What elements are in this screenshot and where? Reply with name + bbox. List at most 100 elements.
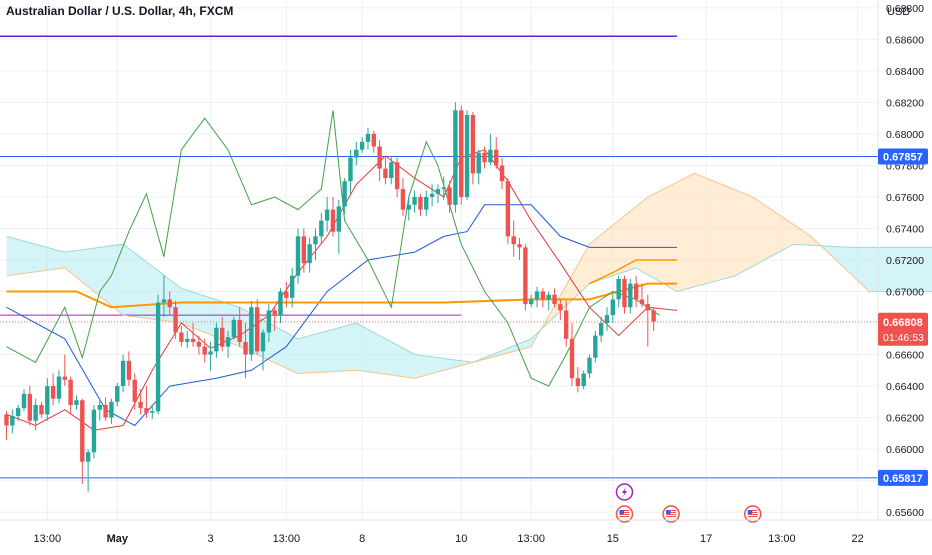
candle-body bbox=[191, 339, 195, 342]
candle-body bbox=[599, 323, 603, 336]
candle-body bbox=[226, 337, 230, 346]
candle-body bbox=[109, 402, 113, 418]
x-tick-label: 13:00 bbox=[34, 533, 62, 545]
candle-body bbox=[115, 386, 119, 402]
candle-body bbox=[208, 351, 212, 354]
candle-body bbox=[168, 299, 172, 307]
flag-stripe bbox=[748, 516, 758, 517]
candle-body bbox=[512, 236, 516, 244]
x-tick-label: 13:00 bbox=[768, 533, 796, 545]
candle bbox=[92, 405, 96, 459]
candle-body bbox=[138, 402, 142, 408]
candle-body bbox=[302, 236, 306, 263]
candle-body bbox=[16, 408, 20, 416]
candle-body bbox=[103, 405, 107, 418]
candle-body bbox=[150, 411, 154, 413]
candle bbox=[453, 102, 457, 212]
candle bbox=[255, 299, 259, 354]
candle bbox=[465, 110, 469, 200]
y-tick-label: 0.66200 bbox=[886, 413, 924, 425]
candle-body bbox=[418, 197, 422, 210]
candle-body bbox=[220, 328, 224, 347]
flag-stripe bbox=[666, 514, 676, 515]
candle-body bbox=[634, 284, 638, 300]
candle-body bbox=[546, 295, 550, 300]
candle-body bbox=[570, 339, 574, 378]
candle-body bbox=[605, 315, 609, 323]
x-tick-label: 8 bbox=[359, 533, 365, 545]
candle-body bbox=[459, 110, 463, 197]
candle-body bbox=[307, 244, 311, 263]
candle-body bbox=[22, 394, 26, 408]
candle bbox=[156, 295, 160, 415]
candle bbox=[459, 106, 463, 205]
candle-body bbox=[39, 405, 43, 414]
candle-body bbox=[92, 410, 96, 453]
flag-canton bbox=[666, 510, 671, 514]
candle-body bbox=[640, 299, 644, 304]
flag-stripe bbox=[666, 516, 676, 517]
x-tick-label: 13:00 bbox=[517, 533, 545, 545]
candle-body bbox=[412, 197, 416, 205]
level-badge: 0.67857 bbox=[878, 148, 928, 164]
level-badge-text: 0.65817 bbox=[883, 473, 923, 485]
candle-body bbox=[389, 162, 393, 178]
y-tick-label: 0.68000 bbox=[886, 129, 924, 141]
candle-body bbox=[4, 414, 8, 425]
candle-body bbox=[98, 405, 102, 410]
candle-body bbox=[33, 405, 37, 421]
last-price-badge: 0.66808 01:46:53 bbox=[878, 313, 928, 346]
candle-body bbox=[173, 307, 177, 332]
candle-body bbox=[57, 377, 61, 399]
candle-body bbox=[383, 169, 387, 178]
y-tick-label: 0.66600 bbox=[886, 350, 924, 362]
candle-body bbox=[179, 332, 183, 341]
candle-body bbox=[436, 189, 440, 194]
candle-body bbox=[541, 292, 545, 300]
candle bbox=[249, 301, 253, 361]
candle-body bbox=[243, 342, 247, 355]
candle-body bbox=[488, 150, 492, 163]
flag-stripe bbox=[619, 516, 629, 517]
candle-body bbox=[564, 310, 568, 338]
lightning-event-icon bbox=[616, 484, 632, 500]
countdown-timer: 01:46:53 bbox=[883, 332, 924, 344]
candle bbox=[232, 317, 236, 339]
candle-body bbox=[337, 206, 341, 231]
candle-body bbox=[535, 292, 539, 300]
candle-body bbox=[313, 236, 317, 244]
candle-body bbox=[581, 373, 585, 386]
candle-body bbox=[377, 147, 381, 169]
candle-body bbox=[278, 292, 282, 316]
candle-body bbox=[325, 210, 329, 221]
flag-canton bbox=[748, 510, 753, 514]
candle-body bbox=[500, 165, 504, 181]
candle-body bbox=[156, 303, 160, 412]
candle-body bbox=[51, 386, 55, 399]
last-price-value: 0.66808 bbox=[883, 317, 923, 329]
candle-body bbox=[267, 310, 271, 332]
candle-body bbox=[197, 342, 201, 347]
candle-body bbox=[442, 188, 446, 190]
candle-body bbox=[424, 197, 428, 210]
candle-body bbox=[611, 299, 615, 315]
symbol-title: Australian Dollar / U.S. Dollar, 4h, FXC… bbox=[6, 4, 233, 18]
candle-body bbox=[366, 134, 370, 142]
candle-body bbox=[447, 188, 451, 205]
candle-body bbox=[86, 452, 90, 461]
candle-body bbox=[517, 244, 521, 247]
candle-body bbox=[651, 310, 655, 321]
x-tick-label: 13:00 bbox=[273, 533, 301, 545]
x-tick-label: 10 bbox=[455, 533, 467, 545]
candle-body bbox=[121, 361, 125, 386]
flag-stripe bbox=[748, 514, 758, 515]
candle-body bbox=[407, 205, 411, 210]
y-tick-label: 0.66000 bbox=[886, 444, 924, 456]
candle-body bbox=[593, 336, 597, 358]
candle-body bbox=[622, 279, 626, 307]
candle-body bbox=[430, 194, 434, 197]
candle-body bbox=[348, 158, 352, 182]
candle-body bbox=[238, 320, 242, 342]
candle-body bbox=[63, 377, 67, 380]
